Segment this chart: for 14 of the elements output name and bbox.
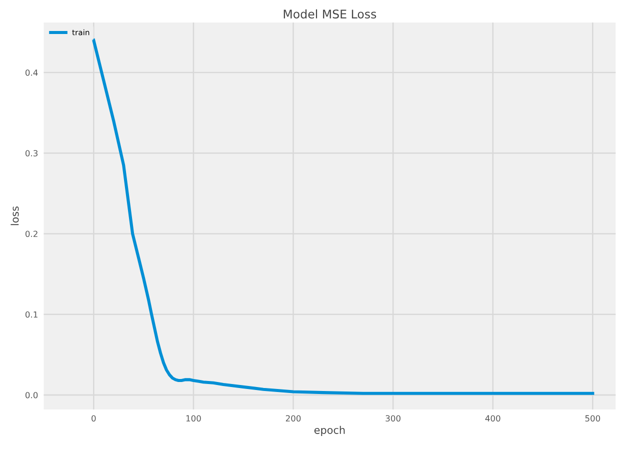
y-tick-label: 0.1: [25, 311, 38, 318]
x-axis-title: epoch: [314, 426, 345, 436]
x-tick-label: 100: [186, 415, 201, 422]
x-tick-label: 200: [286, 415, 301, 422]
y-tick-label: 0.4: [25, 69, 38, 76]
x-tick-label: 300: [386, 415, 400, 422]
chart-title: Model MSE Loss: [284, 9, 376, 18]
y-tick-label: 0.0: [25, 392, 38, 398]
x-tick-label: 0: [92, 415, 96, 422]
x-tick-label: 500: [585, 415, 600, 422]
x-tick-label: 400: [485, 415, 500, 422]
y-axis-title: loss: [10, 206, 19, 226]
y-tick-label: 0.3: [25, 150, 38, 156]
y-tick-label: 0.2: [25, 230, 38, 238]
